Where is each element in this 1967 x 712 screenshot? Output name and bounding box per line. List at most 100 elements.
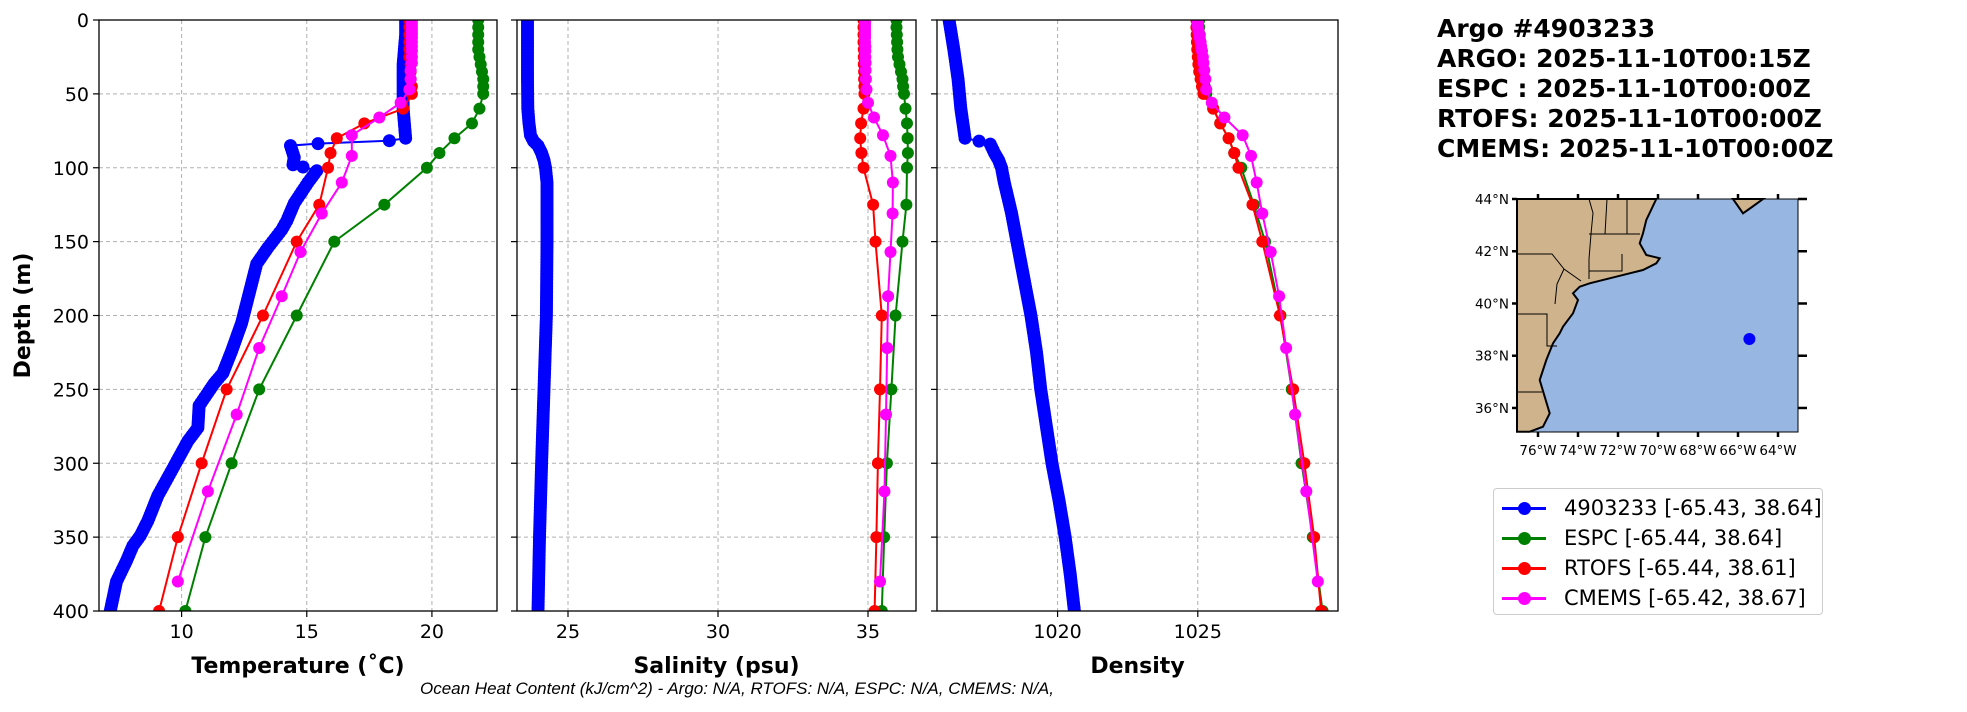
data-point-espc (290, 309, 303, 322)
data-point-espc (901, 117, 913, 130)
data-point-rtofs (171, 531, 184, 544)
legend-item-cmems: CMEMS [-65.42, 38.67] (1494, 583, 1806, 613)
data-point-4903233 (311, 137, 325, 151)
data-point-cmems (404, 64, 417, 77)
data-point-espc (477, 87, 490, 100)
legend-item-espc: ESPC [-65.44, 38.64] (1494, 523, 1782, 553)
x-tick-label: 10 (170, 621, 194, 643)
data-point-cmems (886, 207, 899, 220)
data-point-cmems (1250, 176, 1263, 189)
data-point-cmems (1256, 207, 1269, 220)
data-point-cmems (877, 129, 889, 142)
y-tick-label: 0 (77, 10, 89, 32)
y-axis-label: Depth (m) (11, 253, 36, 379)
data-point-rtofs (870, 531, 883, 544)
data-point-rtofs (854, 132, 867, 145)
map-lat-tick-label: 44°N (1475, 192, 1509, 208)
y-tick-label: 400 (53, 601, 89, 623)
data-point-rtofs (1273, 309, 1286, 322)
x-tick-label: 35 (856, 621, 880, 643)
map-lat-tick-label: 42°N (1475, 244, 1509, 260)
data-point-cmems (886, 176, 899, 189)
y-tick-label: 300 (53, 453, 89, 475)
legend-label: ESPC [-65.44, 38.64] (1564, 526, 1783, 550)
data-point-espc (253, 383, 266, 396)
data-point-cmems (862, 96, 874, 109)
location-map: 76°W 74°W 72°W 70°W 68°W 66°W 64°W 36°N 38°N 40°N… (1475, 192, 1807, 459)
data-point-espc (473, 102, 486, 115)
data-point-4903233 (382, 134, 396, 148)
series-line-cmems (176, 20, 413, 582)
data-point-espc (179, 605, 192, 611)
data-point-cmems (230, 408, 243, 421)
data-point-rtofs (874, 383, 886, 396)
map-lon-tick-label: 66°W (1719, 443, 1756, 459)
data-point-rtofs (1232, 161, 1245, 174)
data-point-rtofs (868, 605, 881, 611)
data-point-espc (448, 132, 461, 145)
title-espc-time: ESPC : 2025-11-10T00:00Z (1437, 74, 1811, 103)
data-point-4903233 (399, 131, 413, 145)
data-point-rtofs (869, 235, 882, 248)
map-lon-tick-label: 74°W (1559, 443, 1596, 459)
x-tick-label: 20 (420, 621, 444, 643)
profile-panel-1: 25 30 35 Salinity (psu) (511, 19, 917, 679)
data-point-cmems (171, 575, 184, 588)
legend-item-rtofs: RTOFS [-65.44, 38.61] (1494, 553, 1796, 583)
map-lat-tick-label: 38°N (1475, 349, 1509, 365)
data-point-rtofs (867, 198, 880, 211)
y-tick-label: 200 (53, 306, 89, 328)
data-point-espc (225, 457, 238, 470)
data-point-espc (899, 102, 912, 115)
data-point-rtofs (1256, 235, 1269, 248)
x-axis-label: Density (1090, 654, 1184, 679)
y-tick-label: 350 (53, 527, 89, 549)
y-tick-label: 250 (53, 379, 89, 401)
profile-panel-2: 1020 1025 Density (931, 19, 1339, 679)
data-point-rtofs (322, 161, 335, 174)
data-point-cmems (884, 149, 897, 162)
data-point-cmems (868, 111, 880, 124)
data-point-rtofs (290, 235, 303, 248)
legend-marker-cmems (1502, 591, 1546, 605)
data-point-espc (378, 198, 391, 211)
data-point-cmems (404, 73, 417, 86)
map-lat-tick-label: 40°N (1475, 296, 1509, 312)
data-point-cmems (881, 342, 894, 355)
data-point-rtofs (871, 457, 884, 470)
series-layer (103, 20, 490, 611)
data-point-espc (465, 117, 478, 130)
data-point-cmems (335, 176, 348, 189)
title-rtofs-time: RTOFS: 2025-11-10T00:00Z (1437, 104, 1822, 133)
data-point-cmems (1200, 83, 1213, 96)
data-point-espc (901, 146, 914, 159)
data-point-espc (898, 87, 910, 100)
map-lon-tick-label: 68°W (1679, 443, 1716, 459)
data-point-rtofs (324, 146, 337, 159)
data-point-cmems (1280, 342, 1293, 355)
series-layer (521, 20, 914, 611)
data-point-cmems (294, 245, 307, 258)
data-point-espc (901, 132, 914, 145)
map-state-border (1554, 268, 1565, 305)
y-tick-label: 150 (53, 232, 89, 254)
title-cmems-time: CMEMS: 2025-11-10T00:00Z (1437, 134, 1834, 163)
data-point-rtofs (1222, 132, 1235, 145)
x-axis-label: Temperature (˚C) (191, 654, 404, 679)
x-tick-label: 1025 (1174, 621, 1222, 643)
map-land-us-east-coast (1516, 198, 1662, 433)
data-point-espc (328, 235, 341, 248)
data-point-rtofs (256, 309, 269, 322)
data-point-4903233 (296, 160, 310, 174)
data-point-cmems (1264, 245, 1277, 258)
profile-panel-0: 10 15 20050100150200250300350400Temperatur… (11, 10, 498, 679)
argo-float-location-marker (1743, 333, 1756, 346)
data-point-rtofs (1287, 383, 1300, 396)
data-point-espc (885, 383, 898, 396)
map-state-border (1589, 254, 1623, 272)
data-point-cmems (275, 290, 288, 303)
x-tick-label: 25 (556, 621, 580, 643)
map-lat-tick-label: 36°N (1475, 401, 1509, 417)
data-point-cmems (880, 408, 892, 421)
